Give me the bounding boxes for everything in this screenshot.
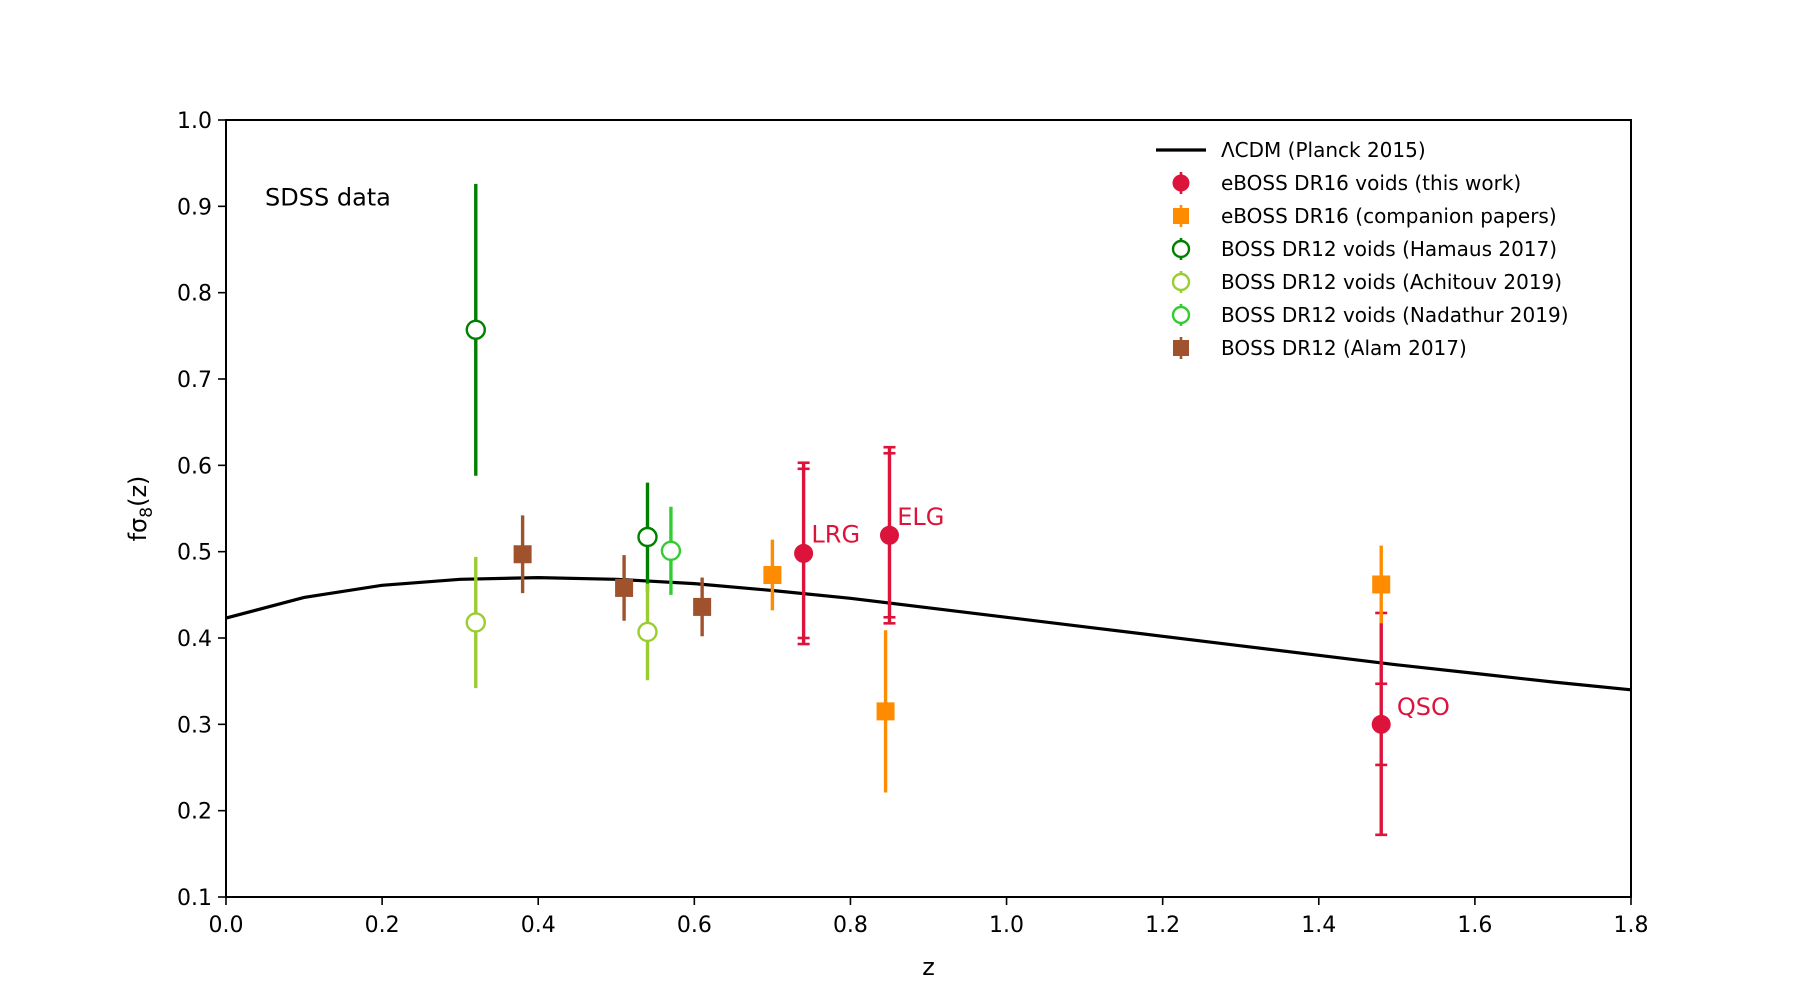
- legend-marker-swatch: [1173, 340, 1189, 356]
- annotation: LRG: [811, 520, 860, 548]
- y-tick-label: 0.2: [177, 800, 212, 825]
- annotation: ELG: [897, 503, 944, 531]
- legend-label: BOSS DR12 voids (Hamaus 2017): [1221, 237, 1557, 261]
- legend-label: ΛCDM (Planck 2015): [1221, 138, 1426, 162]
- data-point: [465, 319, 486, 340]
- x-tick-label: 1.4: [1301, 913, 1336, 938]
- legend-label: eBOSS DR16 voids (this work): [1221, 171, 1521, 195]
- annotation: QSO: [1397, 693, 1450, 721]
- legend-label: BOSS DR12 voids (Nadathur 2019): [1221, 303, 1569, 327]
- x-tick-label: 1.0: [989, 913, 1024, 938]
- legend-marker-swatch: [1172, 174, 1190, 192]
- data-point: [763, 565, 782, 584]
- x-tick-label: 0.8: [833, 913, 868, 938]
- y-tick-label: 0.4: [177, 627, 212, 652]
- model-layer: [225, 575, 1632, 692]
- legend-marker-swatch: [1171, 239, 1191, 259]
- data-point: [1372, 575, 1391, 594]
- data-point: [794, 543, 814, 563]
- annotations-layer: SDSS data LRG ELG QSO: [265, 184, 1450, 721]
- x-tick-label: 0.2: [365, 913, 400, 938]
- y-tick-label: 0.6: [177, 454, 212, 479]
- y-tick-label: 0.8: [177, 282, 212, 307]
- legend-entry: ΛCDM (Planck 2015): [1156, 138, 1426, 162]
- data-point: [465, 612, 486, 633]
- x-tick-label: 1.6: [1457, 913, 1492, 938]
- data-point: [637, 526, 658, 548]
- y-tick-label: 0.7: [177, 368, 212, 393]
- legend-marker-swatch: [1173, 208, 1189, 224]
- legend-entry: BOSS DR12 voids (Nadathur 2019): [1171, 303, 1569, 327]
- legend-entry: BOSS DR12 (Alam 2017): [1173, 336, 1467, 360]
- data-point: [879, 525, 899, 545]
- y-tick-label: 0.1: [177, 886, 212, 911]
- legend-entry: eBOSS DR16 voids (this work): [1172, 171, 1521, 195]
- y-tick-label: 0.3: [177, 713, 212, 738]
- data-point: [660, 540, 682, 562]
- x-tick-label: 0.6: [677, 913, 712, 938]
- y-axis-label: fσ8(z): [124, 476, 157, 542]
- y-tick-label: 0.9: [177, 195, 212, 220]
- legend-entry: BOSS DR12 voids (Achitouv 2019): [1171, 270, 1562, 294]
- data-point: [615, 578, 634, 597]
- legend-label: BOSS DR12 voids (Achitouv 2019): [1221, 270, 1562, 294]
- y-axis-label-subscript: 8: [137, 507, 157, 518]
- x-tick-label: 0.0: [209, 913, 244, 938]
- data-point: [876, 702, 895, 721]
- legend-label: BOSS DR12 (Alam 2017): [1221, 336, 1467, 360]
- lcdm-curve: [225, 575, 1632, 692]
- data-point: [513, 545, 532, 564]
- legend-label: eBOSS DR16 (companion papers): [1221, 204, 1557, 228]
- legend-entry: eBOSS DR16 (companion papers): [1173, 204, 1557, 228]
- data-point: [637, 621, 658, 643]
- legend: ΛCDM (Planck 2015) eBOSS DR16 voids (this…: [1156, 138, 1569, 360]
- data-points-layer: [465, 183, 1391, 837]
- plot-frame: [225, 119, 1632, 898]
- y-axis-label-tail: (z): [124, 476, 152, 507]
- x-axis-label: z: [922, 953, 935, 981]
- legend-marker-swatch: [1171, 272, 1191, 292]
- annotation: SDSS data: [265, 184, 391, 212]
- x-tick-label: 0.4: [521, 913, 556, 938]
- x-tick-label: 1.8: [1614, 913, 1649, 938]
- y-tick-label: 1.0: [177, 109, 212, 134]
- y-axis-label-main: fσ: [124, 518, 152, 542]
- legend-entry: BOSS DR12 voids (Hamaus 2017): [1171, 237, 1557, 261]
- x-tick-label: 1.2: [1145, 913, 1180, 938]
- data-point: [693, 597, 712, 616]
- y-tick-label: 0.5: [177, 541, 212, 566]
- ticks-layer: 0.0 0.2 0.4 0.6 0.8 1.0 1.2 1.4 1.6 1.8 0.1 0.2 0.3 0…: [177, 109, 1649, 938]
- legend-marker-swatch: [1171, 305, 1191, 325]
- data-point: [1371, 714, 1391, 734]
